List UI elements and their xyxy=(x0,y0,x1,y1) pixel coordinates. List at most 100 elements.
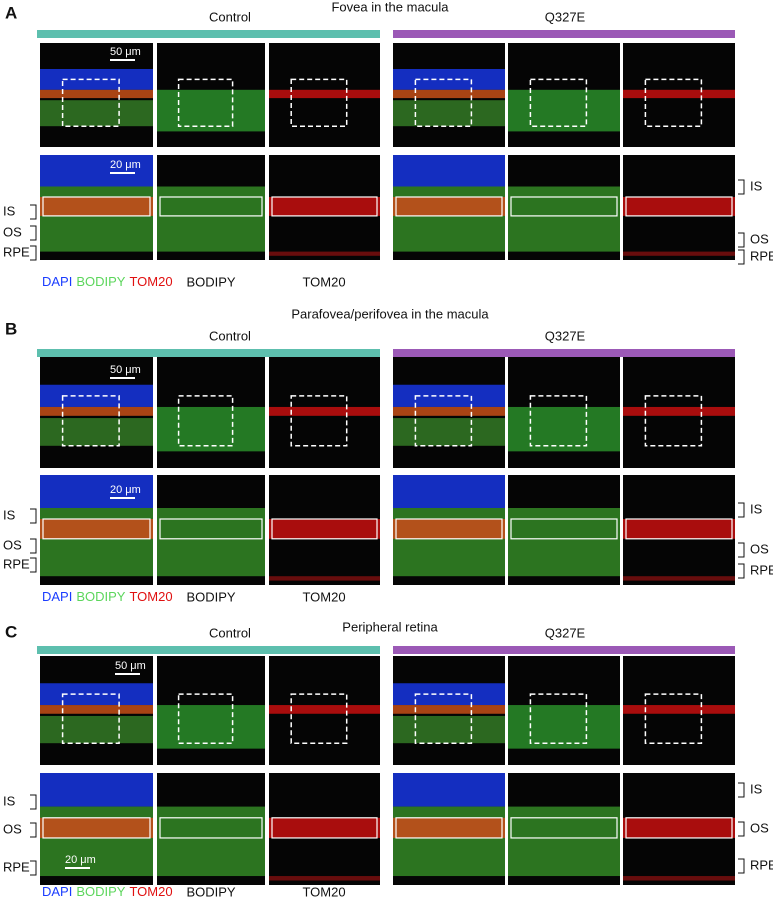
region-outline xyxy=(159,817,263,839)
stain-band xyxy=(40,519,153,539)
layer-bracket xyxy=(738,563,745,579)
layer-bracket xyxy=(738,249,745,265)
group-label: Control xyxy=(209,625,251,640)
stain-band xyxy=(393,817,505,838)
stain-band xyxy=(269,251,380,256)
region-outline xyxy=(42,196,151,217)
region-outline xyxy=(42,817,151,839)
layer-bracket xyxy=(30,860,37,876)
stain-band xyxy=(157,508,265,577)
stain-band xyxy=(157,406,265,452)
stain-band xyxy=(40,806,153,877)
stain-band xyxy=(40,508,153,577)
roi-box xyxy=(177,395,234,447)
stain-band xyxy=(40,705,153,714)
layer-bracket xyxy=(30,225,37,241)
layer-label: IS xyxy=(750,501,763,516)
panel-letter: B xyxy=(5,319,17,338)
layer-label: OS xyxy=(750,820,769,835)
stain-band xyxy=(393,197,505,216)
layer-label: RPE xyxy=(750,248,773,263)
stain-band xyxy=(269,705,380,714)
stain-band xyxy=(393,806,505,877)
stain-band xyxy=(623,876,735,881)
channel-name: TOM20 xyxy=(129,274,172,289)
group-label: Q327E xyxy=(545,328,586,343)
layer-label: RPE xyxy=(750,857,773,872)
stain-band xyxy=(508,406,620,452)
stain-band xyxy=(40,89,153,99)
channel-label: BODIPY xyxy=(186,589,235,604)
region-outline xyxy=(510,518,618,540)
stain-band xyxy=(508,89,620,132)
roi-box xyxy=(61,395,120,447)
stain-band xyxy=(393,89,505,99)
scale-bar-label: 50 μm xyxy=(110,46,141,58)
channel-name: BODIPY xyxy=(76,589,125,604)
layer-bracket xyxy=(738,858,745,874)
stain-band xyxy=(623,519,735,539)
layer-bracket xyxy=(738,232,745,248)
panel-title: Fovea in the macula xyxy=(331,0,449,14)
stain-band xyxy=(40,186,153,252)
stain-band xyxy=(393,100,505,127)
scale-bar-label: 20 μm xyxy=(110,484,141,496)
channel-name: BODIPY xyxy=(76,884,125,899)
roi-box xyxy=(177,78,234,127)
roi-box xyxy=(61,78,120,127)
stain-band xyxy=(623,251,735,256)
roi-box xyxy=(290,78,348,127)
stain-band xyxy=(393,773,505,807)
stain-band xyxy=(40,418,153,446)
stain-band xyxy=(393,705,505,714)
stain-band xyxy=(508,508,620,577)
stain-band xyxy=(40,197,153,216)
channel-label: BODIPY xyxy=(186,274,235,289)
group-bar xyxy=(37,646,380,654)
channel-label: TOM20 xyxy=(302,884,345,899)
layer-label: RPE xyxy=(3,244,30,259)
group-bar xyxy=(393,349,735,357)
layer-label: IS xyxy=(750,781,763,796)
stain-band xyxy=(508,806,620,877)
scale-bar-label: 20 μm xyxy=(65,854,96,866)
panel-title: Peripheral retina xyxy=(342,619,438,634)
group-label: Control xyxy=(209,328,251,343)
region-outline xyxy=(395,518,503,540)
region-outline xyxy=(271,518,378,540)
stain-band xyxy=(269,89,380,99)
group-label: Control xyxy=(209,9,251,24)
stain-band xyxy=(623,406,735,416)
group-label: Q327E xyxy=(545,9,586,24)
roi-box xyxy=(290,395,348,447)
scale-bar-label: 20 μm xyxy=(110,159,141,171)
stain-band xyxy=(508,705,620,749)
roi-box xyxy=(644,693,703,744)
layer-bracket xyxy=(738,782,745,798)
roi-box xyxy=(529,395,588,447)
stain-band xyxy=(393,418,505,446)
region-outline xyxy=(625,196,733,217)
roi-box xyxy=(414,395,473,447)
roi-box xyxy=(529,78,588,127)
roi-box xyxy=(644,78,703,127)
layer-label: OS xyxy=(750,231,769,246)
stain-band xyxy=(40,773,153,807)
stain-band xyxy=(623,817,735,838)
layer-bracket xyxy=(30,822,37,838)
group-label: Q327E xyxy=(545,625,586,640)
scale-bar-label: 50 μm xyxy=(115,660,146,672)
layer-bracket xyxy=(30,794,37,810)
channel-name: DAPI xyxy=(42,884,72,899)
group-bar xyxy=(37,30,380,38)
layer-bracket xyxy=(30,538,37,554)
layer-label: OS xyxy=(3,537,22,552)
channel-label: DAPI BODIPY TOM20 xyxy=(42,589,173,604)
stain-band xyxy=(40,406,153,416)
region-outline xyxy=(395,817,503,839)
layer-bracket xyxy=(30,245,37,261)
roi-box xyxy=(529,693,588,744)
roi-box xyxy=(644,395,703,447)
region-outline xyxy=(159,518,263,540)
panel-letter: A xyxy=(5,3,17,22)
